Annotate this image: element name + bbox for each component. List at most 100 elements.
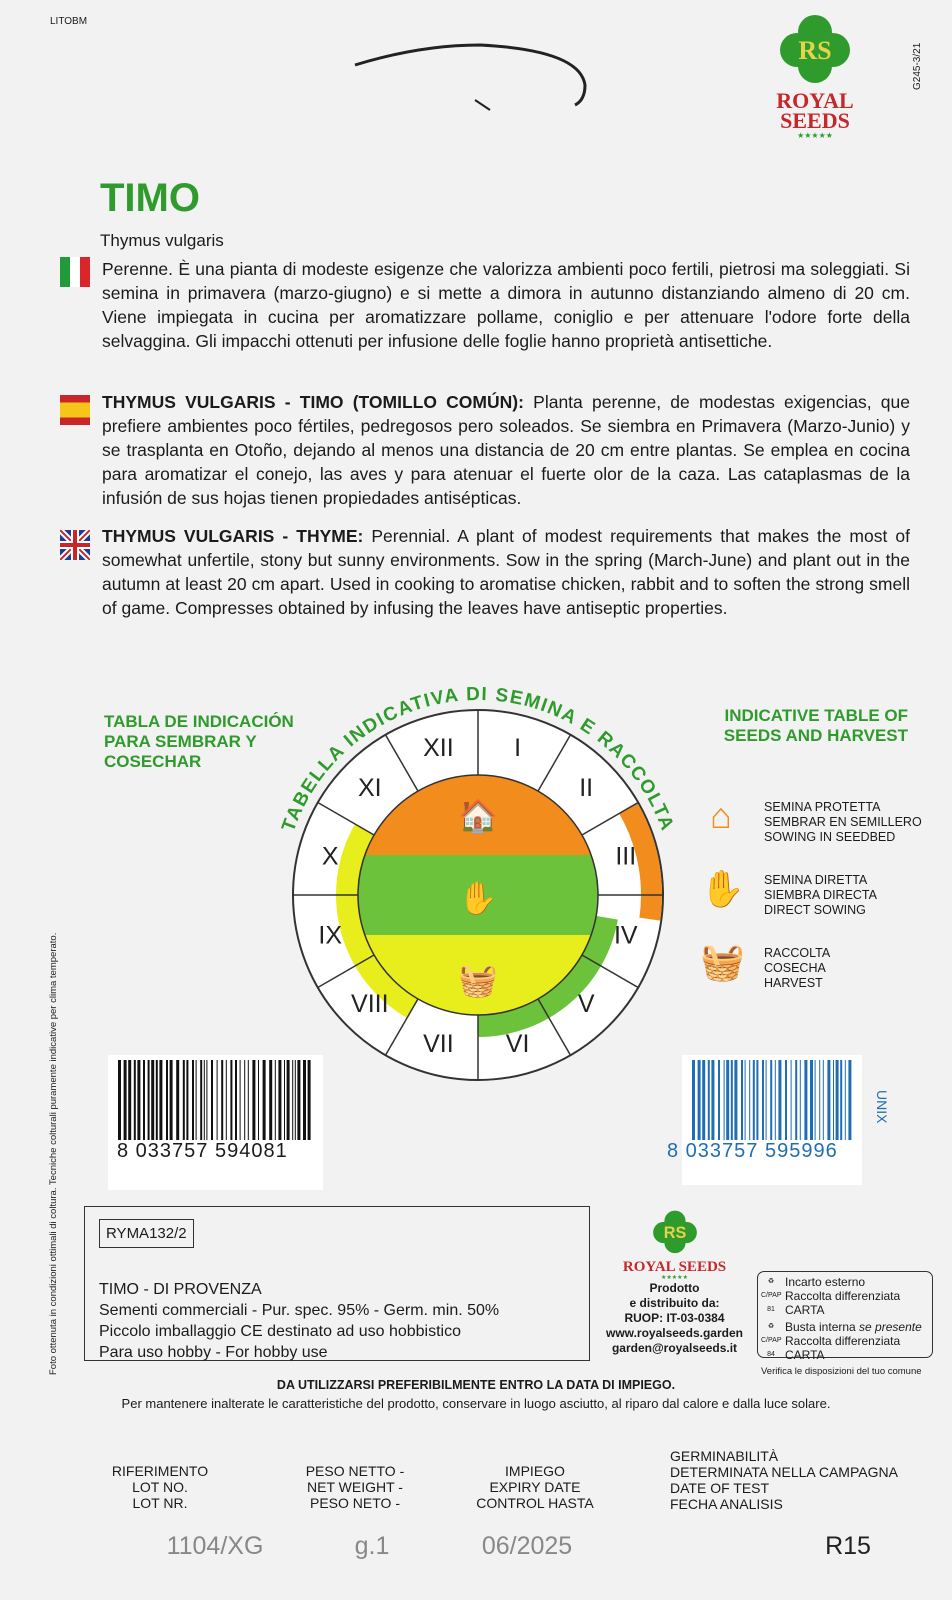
- barcode-bar: [206, 1060, 208, 1140]
- barcode-bar: [785, 1060, 787, 1140]
- barcode-bar: [697, 1060, 701, 1140]
- direct-sowing-icon: ✋: [700, 868, 745, 909]
- barcode-bar: [827, 1060, 831, 1140]
- stamp-value: 06/2025: [481, 1532, 573, 1560]
- uk-flag-icon: [60, 530, 90, 560]
- barcode-bar: [835, 1060, 839, 1140]
- barcode-bar: [848, 1060, 852, 1140]
- barcode-bar: [765, 1060, 767, 1140]
- barcode-bar: [147, 1060, 150, 1140]
- hang-hole-icon: [354, 43, 587, 111]
- barcode-bar: [819, 1060, 821, 1140]
- producer-block: RS ROYAL SEEDS ★★★★★ Prodotto e distribui…: [597, 1210, 752, 1356]
- barcode-bar: [151, 1060, 155, 1140]
- storage-line-2: Per mantenere inalterate le caratteristi…: [121, 1396, 831, 1411]
- barcode-bar: [137, 1060, 141, 1140]
- info-line: Para uso hobby - For hobby use: [99, 1344, 328, 1361]
- barcode-bar: [166, 1060, 168, 1140]
- barcode-bar: [247, 1060, 249, 1140]
- seedbed-icon: 🏠: [458, 798, 498, 834]
- barcode-bar: [176, 1060, 180, 1140]
- barcode-bar: [133, 1060, 136, 1140]
- direct-sowing-arc: [478, 915, 618, 1037]
- barcode-bar: [692, 1060, 695, 1140]
- barcode-bar: [225, 1060, 227, 1140]
- barcode-bar: [239, 1060, 241, 1140]
- harvest-basket-icon: 🧺: [700, 941, 745, 982]
- barcode-bar: [718, 1060, 720, 1140]
- barcode-bar: [292, 1060, 294, 1140]
- barcode-bar: [790, 1060, 792, 1140]
- calendar-title-en: INDICATIVE TABLE OF SEEDS AND HARVEST: [723, 706, 908, 745]
- recycling-box: ♻ C/PAP 81 Incarto esterno Raccolta differe…: [757, 1271, 933, 1377]
- month-divider: [384, 734, 419, 792]
- clover-logo-icon: RS: [652, 1210, 697, 1254]
- stamp-label: IMPIEGO EXPIRY DATE CONTROL HASTA: [476, 1463, 594, 1511]
- barcode-bar: [741, 1060, 743, 1140]
- barcode-bar: [128, 1060, 132, 1140]
- stamp-label: PESO NETTO - NET WEIGHT - PESO NETO -: [305, 1463, 405, 1511]
- barcode-bar: [274, 1060, 276, 1140]
- side-code: G245-3/21: [912, 42, 923, 90]
- barcode-bar: [762, 1060, 764, 1140]
- stamp-value: R15: [825, 1532, 871, 1560]
- barcode-bar: [726, 1060, 730, 1140]
- barcode-bar: [203, 1060, 205, 1140]
- barcode-bar: [756, 1060, 759, 1140]
- barcode-bar: [118, 1060, 121, 1140]
- month-divider: [537, 998, 572, 1056]
- barcode-bar: [799, 1060, 801, 1140]
- barcode-left-number: 8 033757 594081: [117, 1140, 288, 1162]
- spanish-flag-icon: [60, 395, 90, 425]
- barcode-bar: [297, 1060, 301, 1140]
- barcode-bar: [711, 1060, 715, 1140]
- wheel-inner: [357, 774, 599, 1016]
- info-line: TIMO - DI PROVENZA: [99, 1281, 262, 1298]
- barcode-tag: UNIX: [874, 1090, 890, 1124]
- recycle-icon: ♻ C/PAP 84: [761, 1323, 782, 1358]
- barcode-bar: [286, 1060, 290, 1140]
- barcode-bar: [195, 1060, 197, 1140]
- info-line: Sementi commerciali - Pur. spec. 95% - G…: [99, 1302, 500, 1319]
- barcode-bar: [307, 1060, 311, 1140]
- barcode-bar: [778, 1060, 782, 1140]
- month-label: IX: [318, 922, 342, 950]
- stamp-label: RIFERIMENTO LOT NO. LOT NR.: [111, 1463, 209, 1511]
- barcode-bar: [723, 1060, 725, 1140]
- description-en: THYMUS VULGARIS - THYME: Perennial. A pl…: [102, 526, 910, 618]
- barcode-bar: [155, 1060, 158, 1140]
- stamp-value: 1104/XG: [166, 1532, 264, 1560]
- month-label: IV: [614, 922, 638, 950]
- month-label: X: [322, 842, 339, 870]
- barcode-bar: [159, 1060, 163, 1140]
- barcode-bar: [284, 1060, 285, 1140]
- barcode-bar: [833, 1060, 834, 1140]
- printer-code: LITOBM: [50, 16, 88, 27]
- barcode-bar: [182, 1060, 185, 1140]
- month-label: I: [514, 734, 521, 762]
- barcode-bar: [752, 1060, 755, 1140]
- clover-logo-icon: RS: [780, 15, 850, 83]
- barcode-bar: [123, 1060, 127, 1140]
- legend-item: SEMINA DIRETTA SIEMBRA DIRECTA DIRECT SOWI…: [764, 873, 877, 917]
- barcode-bar: [278, 1060, 282, 1140]
- month-divider: [317, 954, 375, 989]
- barcode-bar: [749, 1060, 751, 1140]
- stamp-value: g.1: [354, 1532, 390, 1560]
- barcode-bar: [702, 1060, 706, 1140]
- barcode-bar: [795, 1060, 798, 1140]
- harvest-basket-icon: 🧺: [458, 962, 498, 998]
- protected-sowing-arc: [619, 803, 662, 921]
- harvest-arc: [336, 824, 418, 1018]
- barcode-bar: [814, 1060, 816, 1140]
- barcode-bar: [707, 1060, 710, 1140]
- barcode-bar: [200, 1060, 203, 1140]
- barcode-bar: [294, 1060, 296, 1140]
- month-label: VII: [423, 1030, 454, 1058]
- legend-item: RACCOLTA COSECHA HARVEST: [764, 946, 831, 990]
- direct-sowing-icon: ✋: [458, 880, 498, 916]
- barcode-bar: [143, 1060, 145, 1140]
- latin-name: Thymus vulgaris: [100, 231, 224, 250]
- product-info-box: RYMA132/2 TIMO - DI PROVENZA Sementi com…: [84, 1206, 590, 1361]
